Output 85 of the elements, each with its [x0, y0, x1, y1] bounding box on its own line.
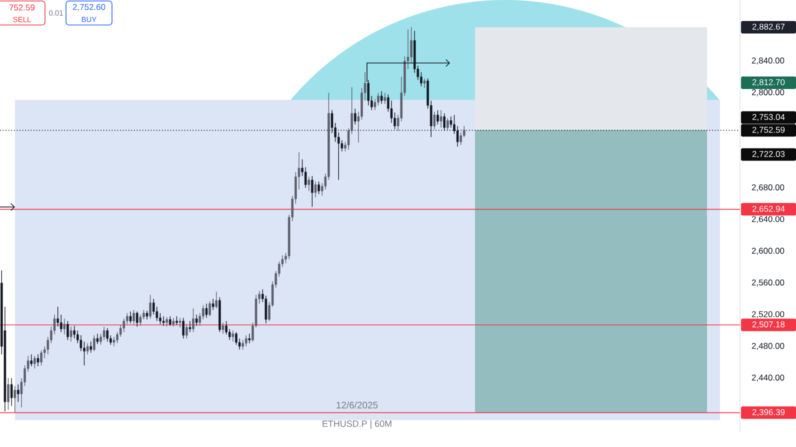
candlestick: [318, 181, 320, 195]
candlestick: [208, 300, 211, 317]
candlestick: [129, 311, 132, 324]
candlestick: [354, 108, 356, 125]
ref-line-label: 2,396.39: [752, 409, 785, 416]
candlestick: [377, 92, 380, 106]
candlestick: [188, 320, 192, 332]
annotation: 2,752.60: [72, 4, 106, 11]
candlestick: [443, 112, 446, 132]
candlestick: [146, 310, 148, 320]
candlestick: [149, 294, 152, 319]
candlestick: [212, 298, 214, 310]
candlestick: [222, 322, 224, 334]
candlestick: [232, 330, 234, 342]
candlestick: [96, 333, 99, 344]
candlestick: [7, 378, 10, 410]
candlestick: [440, 110, 442, 128]
candlestick: [235, 332, 238, 346]
candlestick: [311, 176, 314, 208]
candlestick: [248, 333, 251, 344]
text: 2,812.70: [752, 79, 785, 86]
candlestick: [14, 386, 16, 413]
ref-line-label: 2,652.94: [752, 206, 785, 213]
candlestick: [433, 111, 436, 130]
candlestick: [136, 311, 138, 327]
candlestick: [70, 326, 72, 342]
candlestick: [34, 356, 36, 369]
candlestick: [308, 176, 310, 192]
ref-line-label: 2,507.18: [752, 321, 785, 328]
y-tick-label: 2,560.00: [752, 279, 784, 286]
annotation: 12/6/2025: [336, 402, 378, 408]
candlestick: [36, 354, 40, 367]
y-tick-label: 2,600.00: [752, 248, 784, 255]
candlestick: [106, 328, 109, 342]
candlestick: [86, 342, 89, 355]
candlestick: [168, 316, 172, 326]
candlestick: [73, 325, 76, 339]
candlestick: [56, 306, 59, 327]
text: 2,722.03: [752, 151, 785, 158]
candlestick: [244, 334, 248, 347]
candlestick: [186, 324, 188, 339]
y-tick-label: 2,680.00: [752, 184, 784, 192]
y-tick-label: 2,640.00: [752, 216, 784, 224]
candlestick: [60, 314, 62, 332]
candlestick: [225, 320, 228, 335]
candlestick: [166, 316, 168, 327]
candlestick: [202, 304, 204, 320]
candlestick: [66, 320, 69, 340]
annotation: ETHUSD.P | 60M: [322, 420, 392, 429]
candlestick: [182, 318, 184, 339]
candlestick: [205, 303, 208, 318]
candlestick: [178, 318, 182, 328]
candlestick: [192, 308, 194, 332]
candlestick: [436, 110, 439, 125]
candlestick: [195, 314, 198, 326]
candlestick: [228, 328, 231, 340]
y-tick-label: 2,520.00: [752, 311, 784, 318]
y-tick-label: 2,800.00: [752, 89, 784, 96]
text: 2,882.67: [752, 24, 785, 31]
candlestick: [304, 166, 307, 188]
ref-line-label: 2,752.59: [752, 126, 785, 134]
candlestick: [446, 118, 449, 130]
candlestick: [242, 340, 244, 350]
candlestick: [126, 312, 128, 325]
candlestick: [314, 181, 317, 198]
text: 2,753.04: [752, 114, 785, 121]
candlestick: [460, 132, 462, 146]
candlestick: [30, 354, 33, 367]
y-tick-label: 2,840.00: [752, 58, 784, 65]
candlestick: [10, 378, 13, 406]
candlestick: [215, 291, 218, 309]
candlestick: [139, 314, 142, 326]
candlestick: [162, 316, 165, 326]
candlestick: [132, 310, 135, 325]
candlestick: [63, 318, 66, 335]
y-tick-label: 2,440.00: [752, 374, 784, 382]
annotation: 752.59: [9, 4, 35, 10]
candlestick: [384, 92, 386, 104]
candlestick: [17, 384, 20, 402]
candlestick: [90, 341, 92, 354]
y-tick-label: 2,480.00: [752, 342, 784, 350]
candlestick: [380, 90, 383, 104]
candlestick: [40, 350, 42, 366]
candlestick: [423, 78, 426, 88]
candlestick: [93, 334, 96, 352]
